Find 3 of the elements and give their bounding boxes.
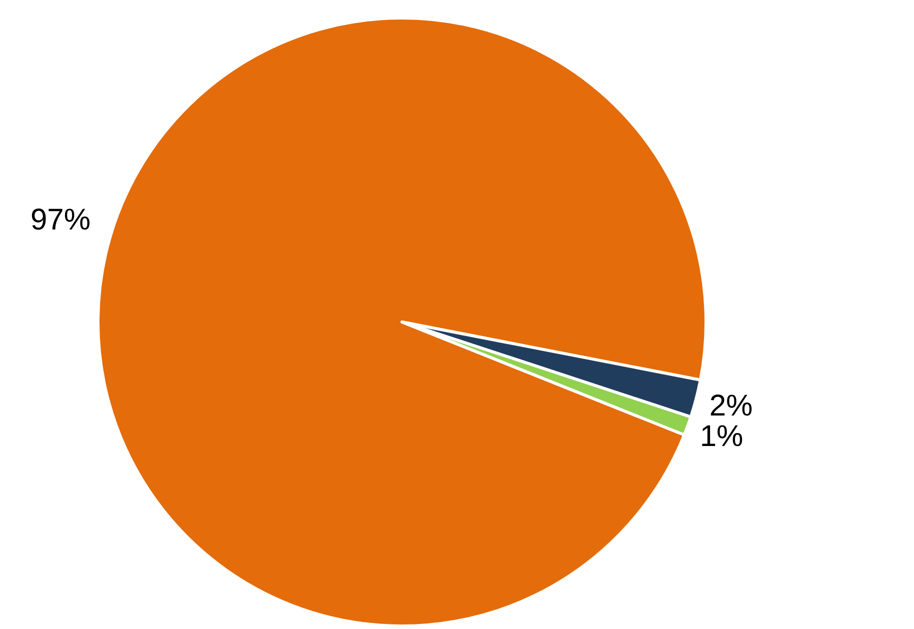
data-label: 2%: [709, 390, 753, 423]
data-label: 97%: [30, 203, 91, 236]
data-label: 1%: [700, 420, 744, 454]
